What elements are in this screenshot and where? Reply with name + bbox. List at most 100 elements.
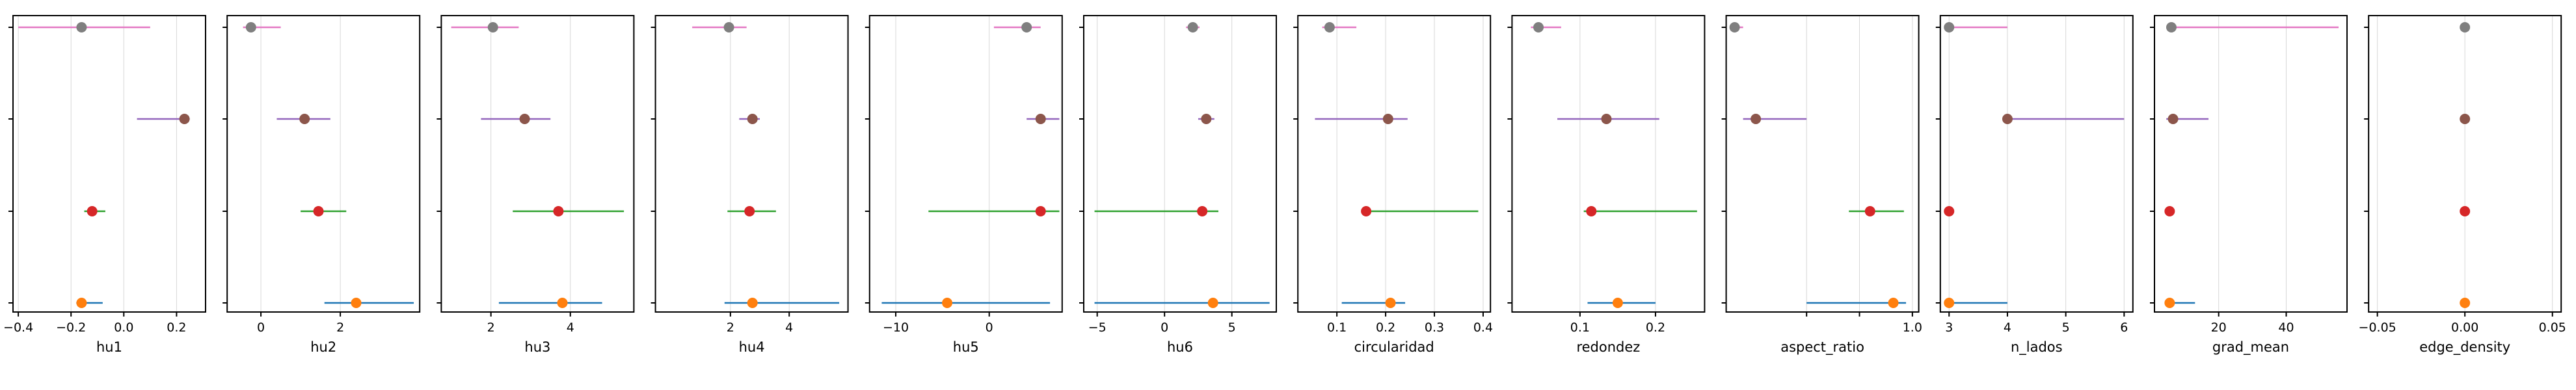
x-tick-label-1: −0.2 (56, 320, 86, 335)
data-point-1 (1197, 206, 1208, 216)
x-axis-label: n_lados (2011, 339, 2063, 356)
plot-frame (1297, 15, 1492, 313)
data-point-0 (1385, 298, 1396, 308)
plot-frame (1083, 15, 1277, 313)
data-point-0 (2460, 298, 2471, 308)
panel-hu6: −5 0 5 hu6 (1079, 15, 1277, 355)
data-point-3 (2166, 22, 2177, 32)
data-point-3 (76, 22, 87, 32)
data-point-0 (1207, 298, 1218, 308)
panel-hu5: −10 0 hu5 (865, 15, 1063, 355)
x-tick-label-2: 5 (2062, 320, 2070, 335)
x-tick-label-1: 0.00 (2451, 320, 2478, 335)
x-tick-label-0: −10 (883, 320, 909, 335)
data-point-2 (1035, 114, 1046, 124)
data-point-0 (747, 298, 758, 308)
data-point-1 (2164, 206, 2175, 216)
x-tick-label-2: 1.0 (1903, 320, 1922, 335)
data-point-0 (76, 298, 87, 308)
x-tick-label-0: 20 (2211, 320, 2227, 335)
panel-circularidad: 0.1 0.2 0.3 0.4 circularidad (1293, 15, 1493, 355)
data-point-2 (2002, 114, 2013, 124)
data-point-0 (2164, 298, 2175, 308)
data-point-2 (519, 114, 530, 124)
data-point-2 (179, 114, 190, 124)
plot-frame (868, 15, 1063, 313)
data-point-3 (487, 22, 498, 32)
data-point-1 (1864, 206, 1875, 216)
x-axis-label: hu4 (739, 339, 765, 355)
x-tick-label-0: −5 (1088, 320, 1107, 335)
panel-aspect_ratio: 1.0 aspect_ratio (1721, 15, 1922, 356)
x-tick-label-1: 0.2 (1646, 320, 1665, 335)
x-tick-label-0: 3 (1945, 320, 1953, 335)
x-tick-label-2: 0.05 (2539, 320, 2566, 335)
data-point-2 (1751, 114, 1762, 124)
plot-frame (2154, 15, 2348, 313)
panel-hu4: 2 4 hu4 (651, 15, 849, 355)
panel-grad_mean: 20 40 grad_mean (2150, 15, 2348, 356)
plot-frame (1939, 15, 2134, 313)
data-point-3 (2460, 22, 2471, 32)
x-axis-label: hu3 (524, 339, 550, 355)
data-point-0 (351, 298, 362, 308)
x-tick-label-2: 0.3 (1425, 320, 1444, 335)
data-point-2 (2460, 114, 2471, 124)
x-tick-label-0: −0.4 (3, 320, 33, 335)
x-axis-label: hu5 (953, 339, 979, 355)
data-point-3 (1187, 22, 1198, 32)
data-point-0 (1612, 298, 1623, 308)
data-point-2 (1201, 114, 1212, 124)
data-point-3 (1533, 22, 1544, 32)
x-axis-label: aspect_ratio (1780, 339, 1864, 356)
data-point-0 (1944, 298, 1955, 308)
data-point-3 (1021, 22, 1032, 32)
data-point-1 (744, 206, 755, 216)
panel-n_lados: 3 4 5 6 n_lados (1935, 15, 2134, 356)
data-point-2 (1382, 114, 1393, 124)
x-tick-label-0: −0.05 (2359, 320, 2396, 335)
plot-frame (440, 15, 635, 313)
data-point-2 (1601, 114, 1612, 124)
data-point-3 (1729, 22, 1740, 32)
x-tick-label-1: 0 (1161, 320, 1168, 335)
plot-frame (12, 15, 206, 313)
data-point-1 (553, 206, 564, 216)
x-tick-label-0: 0 (257, 320, 265, 335)
panel-redondez: 0.1 0.2 redondez (1507, 15, 1706, 355)
x-axis-label: redondez (1576, 339, 1640, 355)
data-point-3 (723, 22, 734, 32)
data-point-2 (747, 114, 758, 124)
x-tick-label-0: 0.1 (1327, 320, 1347, 335)
x-tick-label-1: 2 (336, 320, 344, 335)
x-tick-label-3: 0.2 (167, 320, 186, 335)
x-axis-label: hu6 (1167, 339, 1193, 355)
x-axis-label: grad_mean (2212, 339, 2289, 356)
data-point-1 (1361, 206, 1372, 216)
plot-frame (654, 15, 849, 313)
x-axis-label: edge_density (2419, 339, 2510, 356)
data-point-3 (245, 22, 256, 32)
data-point-1 (313, 206, 324, 216)
data-point-1 (1035, 206, 1046, 216)
x-tick-label-0: 2 (727, 320, 734, 335)
x-tick-label-1: 0 (986, 320, 993, 335)
x-tick-label-3: 6 (2120, 320, 2128, 335)
x-tick-label-0: 2 (487, 320, 495, 335)
data-point-3 (1324, 22, 1335, 32)
x-tick-label-2: 0.0 (114, 320, 133, 335)
plot-frame (226, 15, 421, 313)
data-point-2 (2167, 114, 2179, 124)
x-tick-label-1: 40 (2278, 320, 2294, 335)
panel-hu3: 2 4 hu3 (436, 15, 635, 355)
plot-frame (1511, 15, 1706, 313)
x-tick-label-3: 0.4 (1473, 320, 1493, 335)
data-point-0 (557, 298, 568, 308)
panel-hu1: −0.4 −0.2 0.0 0.2 hu1 (3, 15, 206, 355)
data-point-0 (1888, 298, 1899, 308)
panel-edge_density: −0.05 0.00 0.05 edge_density (2359, 15, 2566, 356)
data-point-1 (2460, 206, 2471, 216)
plot-frame (1725, 15, 1920, 313)
